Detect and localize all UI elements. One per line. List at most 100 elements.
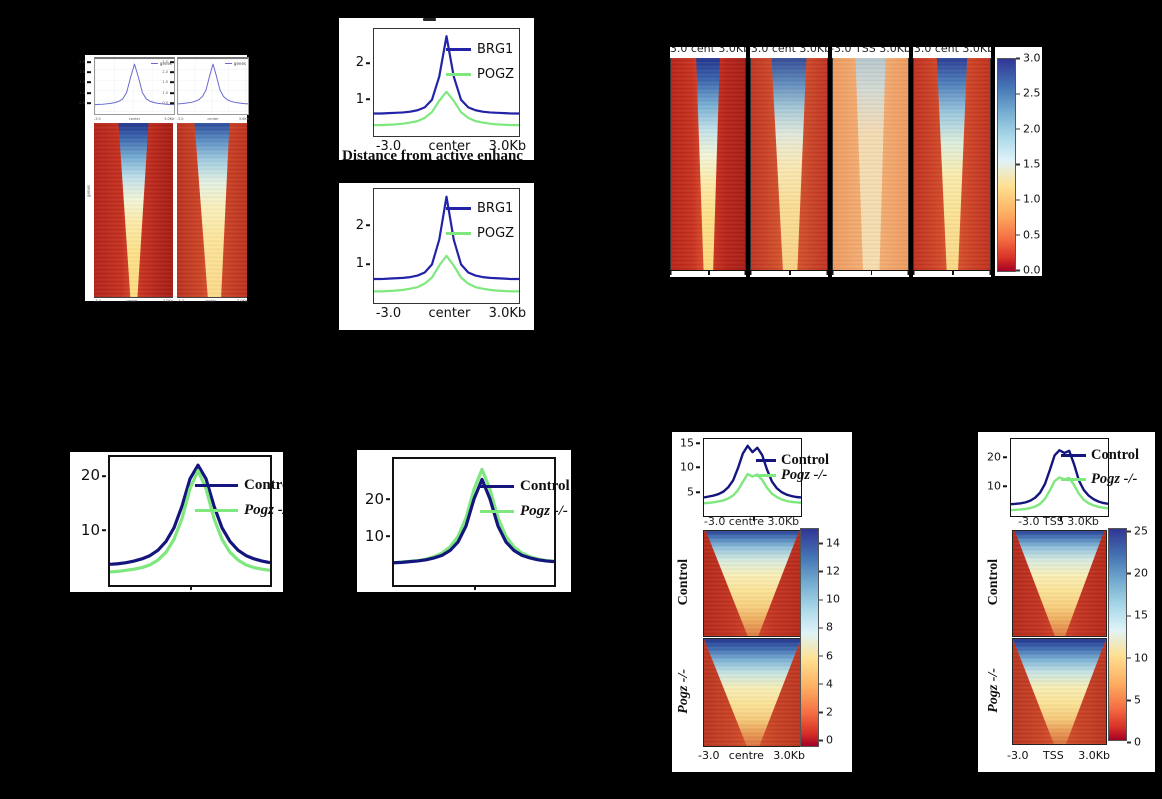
genes-line-swatch	[224, 63, 232, 64]
panel-e-xaxis-cropped: -3.0 centre 3.0Kb	[703, 516, 800, 525]
panel-b2: BRG1 POGZ 1 2 -3.0 center 3.0Kb	[339, 183, 534, 330]
ytick-label: 10	[680, 462, 700, 473]
colorbar-tick-label: 2.0	[1016, 123, 1041, 134]
xtick-label: center	[126, 299, 138, 303]
panel-e-legend-pogz: Pogz -/-	[756, 467, 827, 484]
panel-e-center-tick	[752, 516, 755, 521]
panel-c-col-4: -3.0 cent 3.0Kb	[913, 47, 991, 277]
colorbar-tick-label: 3.0	[1016, 53, 1041, 64]
ytick-label: 1	[356, 258, 370, 271]
xtick-label: -3.0	[177, 299, 184, 303]
control-legend-label: Control	[781, 452, 830, 468]
panel-f-colorbar	[1108, 528, 1127, 741]
xtick-label: -3.0	[94, 299, 101, 303]
panel-e-row-label-control: Control	[676, 559, 691, 606]
pogz-line-swatch	[446, 232, 471, 235]
colorbar-tick-label: 2.5	[1016, 88, 1041, 99]
colorbar-tick-label: 2	[819, 706, 833, 717]
panel-f-center-tick	[1059, 516, 1062, 521]
panel-c-axis-4	[913, 270, 991, 277]
panel-d1-legend-control: Control	[195, 477, 283, 494]
panel-e-row-label-pogz: Pogz -/-	[676, 669, 691, 714]
xtick-label: center	[204, 299, 216, 303]
xtick-label: 3.0Kb	[773, 749, 805, 762]
pogz-line-swatch	[1061, 478, 1086, 481]
xtick-label: centre	[728, 749, 764, 762]
panel-c-heatmap-1	[670, 58, 746, 270]
xtick-label: center	[128, 117, 141, 121]
panel-b1-caption-cropped: Distance from active enhanc	[342, 148, 523, 160]
panel-d2-center-tick	[474, 585, 476, 590]
panel-c-col-3-label-cropped: -3.0 TSS 3.0Kb	[832, 47, 909, 58]
cropped-title-fragment	[423, 18, 436, 21]
xtick-label: -3.0	[375, 306, 402, 321]
colorbar-tick-label: 15	[1127, 610, 1148, 621]
ytick-label: 1.5	[79, 81, 91, 86]
xtick-label: center	[207, 117, 219, 121]
pogz-legend-label: Pogz -/-	[781, 467, 828, 483]
panel-a-heatmap-1	[94, 123, 173, 298]
panel-b2-legend-brg1: BRG1	[446, 201, 513, 216]
ytick-label: 2.0	[162, 71, 174, 75]
colorbar-tick-label: 6	[819, 650, 833, 661]
control-legend-label: Control	[1091, 447, 1140, 463]
panel-a-profile-2: genes 2.5 2.0 1.5 1.0 0.5 -3.0 center 3.0Kb	[162, 57, 249, 121]
colorbar-tick-label: 14	[819, 538, 840, 549]
panel-a-heatmap-2-xticks: -3.0 center 3.0Kb	[177, 299, 247, 303]
panel-c-colorbar-panel: 3.0 2.5 2.0 1.5 1.0 0.5 0.0	[995, 47, 1042, 276]
panel-f-xaxis-cropped: -3.0 TSS 3.0Kb	[1018, 516, 1099, 525]
panel-e-xtick-labels: -3.0 centre 3.0Kb	[698, 749, 805, 762]
ytick-label: 15	[680, 437, 700, 448]
ytick-label: 1.0	[79, 91, 91, 96]
control-line-swatch	[480, 484, 514, 489]
control-legend-label: Control	[520, 478, 570, 494]
panel-c-col-4-label-cropped: -3.0 cent 3.0Kb	[913, 47, 991, 58]
panel-c-heatmap-2	[750, 58, 828, 270]
panel-c-axis-2	[750, 270, 828, 277]
panel-c-heatmap-4	[913, 58, 991, 270]
xtick-label: -3.0	[176, 117, 184, 121]
colorbar-tick-label: 10	[1127, 652, 1148, 663]
panel-c-colorbar	[997, 58, 1016, 272]
ytick-label: 20	[81, 468, 106, 483]
ytick-label: 10	[987, 481, 1007, 492]
panel-c-axis-3	[832, 270, 909, 277]
panel-b1: BRG1 POGZ 1 2 -3.0 center 3.0Kb Distance fro…	[339, 18, 534, 160]
brg1-line-swatch	[446, 207, 471, 210]
pogz-line-swatch	[480, 509, 514, 514]
genes-line-swatch	[150, 63, 158, 64]
ytick-label: 20	[365, 491, 390, 507]
colorbar-tick-label: 8	[819, 622, 833, 633]
colorbar-tick-label: 12	[819, 566, 840, 577]
xtick-label: -3.0	[1007, 749, 1029, 762]
control-line-swatch	[195, 483, 238, 488]
panel-e-chart: Control Pogz -/- 5 10 15	[680, 437, 829, 521]
panel-f-row-label-pogz: Pogz -/-	[986, 668, 1001, 713]
ytick-label: 10	[365, 529, 390, 544]
colorbar-tick-label: 0	[1127, 737, 1141, 748]
panel-d1-legend-pogz: Pogz -/-	[195, 502, 283, 519]
panel-b1-chart: BRG1 POGZ 1 2 -3.0 center 3.0Kb	[356, 28, 526, 153]
panel-d2-legend-control: Control	[480, 478, 570, 495]
xtick-label: 3.0Kb	[236, 299, 247, 303]
panel-d2-chart: Control Pogz -/- 10 20	[365, 457, 570, 590]
pogz-line-swatch	[446, 73, 471, 76]
panel-b1-legend-pogz: POGZ	[446, 67, 514, 82]
panel-a-profile-1: genes 2.5 2.0 1.5 1.0 0.5 -3.0 center 3.0Kb	[79, 57, 175, 121]
panel-f-heatmap-control	[1012, 530, 1107, 637]
panel-e-colorbar-labels: 14 12 10 8 6 4 2 0	[819, 538, 845, 746]
panel-c-col-2-label-cropped: -3.0 cent 3.0Kb	[750, 47, 828, 58]
ytick-label: 20	[987, 451, 1007, 462]
ytick-label: 10	[81, 522, 106, 538]
panel-d2-legend-pogz: Pogz -/-	[480, 503, 568, 520]
colorbar-tick-label: 5	[1127, 694, 1141, 705]
panel-f-chart: Control Pogz -/- 10 20	[987, 438, 1139, 521]
panel-a-heatmap-2	[177, 123, 247, 298]
panel-b1-legend-brg1: BRG1	[446, 42, 513, 57]
panel-f-heatmap-pogz	[1012, 638, 1107, 745]
panel-c-colorbar-labels: 3.0 2.5 2.0 1.5 1.0 0.5 0.0	[1016, 53, 1041, 276]
colorbar-tick-label: 1.0	[1016, 194, 1041, 205]
xtick-label: 3.0Kb	[1078, 749, 1110, 762]
colorbar-tick-label: 1.5	[1016, 159, 1041, 170]
